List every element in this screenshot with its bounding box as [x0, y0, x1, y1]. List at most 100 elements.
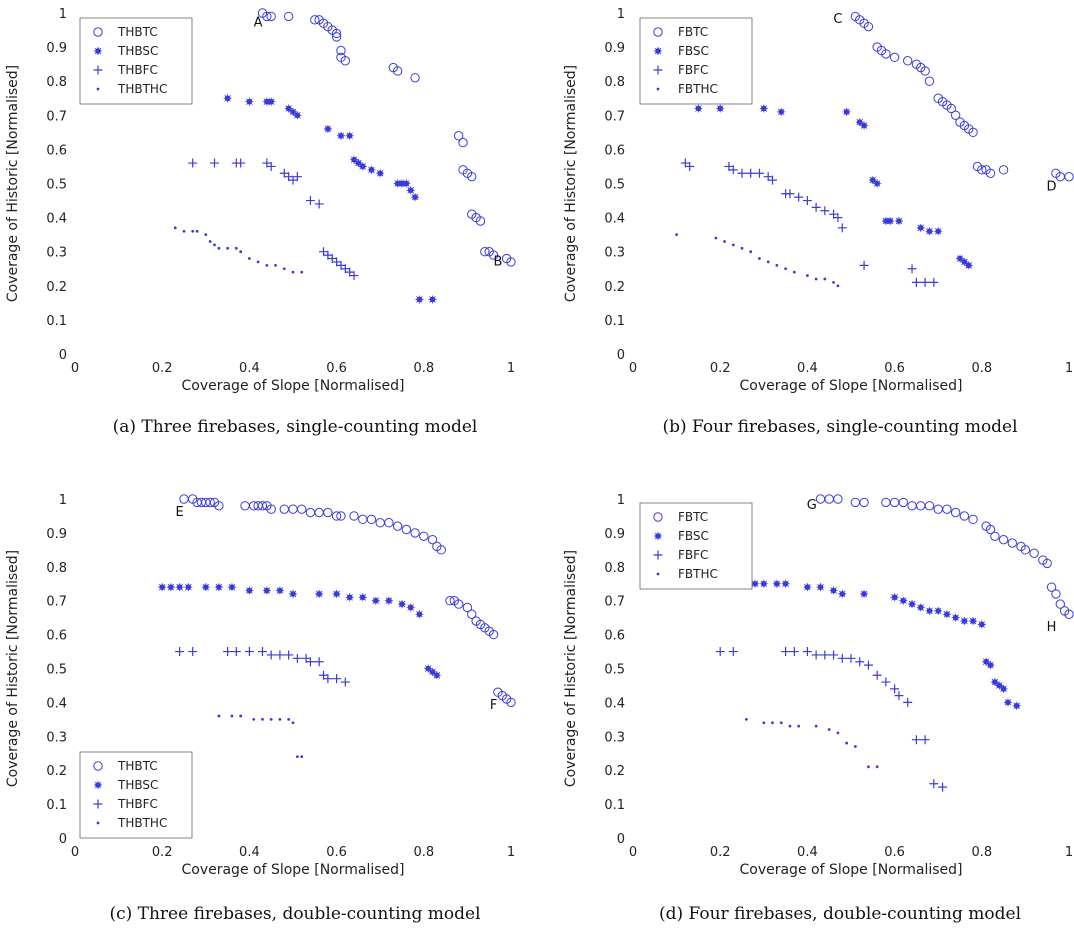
data-point	[358, 593, 367, 602]
data-point	[925, 227, 934, 236]
y-tick-label: 0.1	[46, 314, 67, 329]
y-tick-label: 0.4	[604, 212, 625, 227]
series-FBSC	[694, 104, 973, 270]
y-axis-label: Coverage of Historic [Normalised]	[5, 65, 21, 302]
data-point	[289, 589, 297, 598]
data-point	[410, 73, 420, 83]
data-point	[428, 667, 437, 676]
data-point	[820, 650, 830, 660]
data-point	[188, 647, 198, 657]
data-point	[881, 497, 891, 508]
y-tick-label: 0.4	[46, 212, 67, 227]
annotation-label: D	[1047, 179, 1057, 194]
data-point	[173, 226, 177, 230]
data-point	[323, 674, 333, 684]
data-point	[275, 586, 284, 595]
data-point	[768, 175, 778, 185]
data-point	[754, 168, 764, 178]
y-tick-label: 0	[617, 348, 625, 363]
plot-c: 0 0.2 0.4 0.6 0.8 1 0 0.1 0.2 0.3 0.4 0.5 0.6 0.7 0.8 0…	[5, 493, 516, 878]
data-point	[506, 697, 516, 708]
x-axis-label: Coverage of Slope [Normalised]	[739, 378, 962, 394]
data-point	[960, 257, 969, 266]
legend-label: THBSC	[117, 778, 158, 792]
data-point	[779, 721, 783, 725]
legend-marker-FBFC	[653, 550, 663, 560]
data-point	[737, 168, 747, 178]
data-point	[675, 233, 678, 237]
y-axis-label: Coverage of Historic [Normalised]	[563, 550, 579, 787]
data-point	[323, 507, 333, 518]
data-point	[257, 501, 268, 511]
x-tick-label: 0.4	[239, 361, 260, 376]
legend-marker-FBTHC	[656, 87, 660, 91]
data-point	[833, 213, 843, 223]
data-point	[350, 155, 359, 164]
data-point	[288, 504, 298, 514]
legend-label: THBSC	[117, 44, 158, 58]
data-point	[292, 172, 302, 182]
annotation-label: E	[176, 505, 184, 520]
data-point	[920, 66, 930, 76]
data-point	[863, 660, 873, 670]
data-point	[340, 677, 350, 687]
data-point	[265, 263, 269, 267]
data-point	[850, 497, 861, 508]
legend: FBTC FBSC FBFC FBTHC	[639, 502, 753, 590]
y-tick-label: 0.6	[46, 143, 67, 158]
data-point	[723, 240, 726, 243]
data-point	[191, 229, 195, 233]
x-tick-label: 0.2	[710, 361, 731, 376]
data-point	[1064, 171, 1074, 182]
series-THBFC	[188, 158, 359, 281]
data-point	[267, 97, 276, 106]
data-point	[217, 246, 221, 250]
data-point	[759, 104, 768, 113]
data-point	[349, 511, 359, 521]
data-point	[213, 243, 216, 247]
series-FBFC	[680, 158, 939, 287]
y-axis-label: Coverage of Historic [Normalised]	[5, 550, 21, 787]
data-point	[751, 579, 760, 588]
legend-label: FBTHC	[678, 82, 718, 96]
data-point	[832, 280, 835, 284]
data-point	[894, 217, 903, 226]
legend-label: THBFC	[117, 63, 158, 77]
data-point	[875, 765, 879, 769]
data-point	[886, 217, 895, 226]
data-point	[257, 647, 267, 657]
y-tick-label: 0.3	[604, 730, 625, 745]
data-point	[902, 56, 913, 66]
data-point	[349, 271, 359, 281]
y-tick-label: 0	[59, 348, 67, 363]
data-point	[889, 497, 900, 508]
data-point	[366, 514, 377, 525]
data-point	[234, 246, 238, 250]
annotation-label: H	[1047, 620, 1057, 635]
data-point	[278, 717, 282, 721]
y-tick-label: 0.1	[604, 798, 625, 813]
x-tick-label: 0.6	[326, 845, 347, 860]
data-point	[916, 501, 926, 511]
data-point	[226, 246, 230, 250]
data-point	[331, 32, 342, 42]
x-tick-label: 0.8	[971, 845, 992, 860]
data-point	[375, 518, 385, 528]
data-point	[802, 196, 812, 206]
y-tick-label: 0.6	[604, 629, 625, 644]
data-point	[398, 179, 406, 188]
y-tick-label: 0.9	[46, 41, 67, 56]
legend-marker-FBFC	[653, 65, 663, 75]
data-point	[990, 531, 1000, 541]
legend-label: FBTHC	[678, 567, 718, 581]
data-point	[266, 161, 276, 171]
data-point	[859, 260, 869, 270]
data-point	[781, 647, 791, 657]
data-point	[208, 240, 212, 243]
data-point	[867, 765, 870, 769]
data-point	[924, 76, 935, 86]
data-point	[336, 511, 346, 521]
data-point	[195, 229, 199, 233]
data-point	[860, 121, 869, 130]
annotation-label: C	[833, 12, 842, 27]
